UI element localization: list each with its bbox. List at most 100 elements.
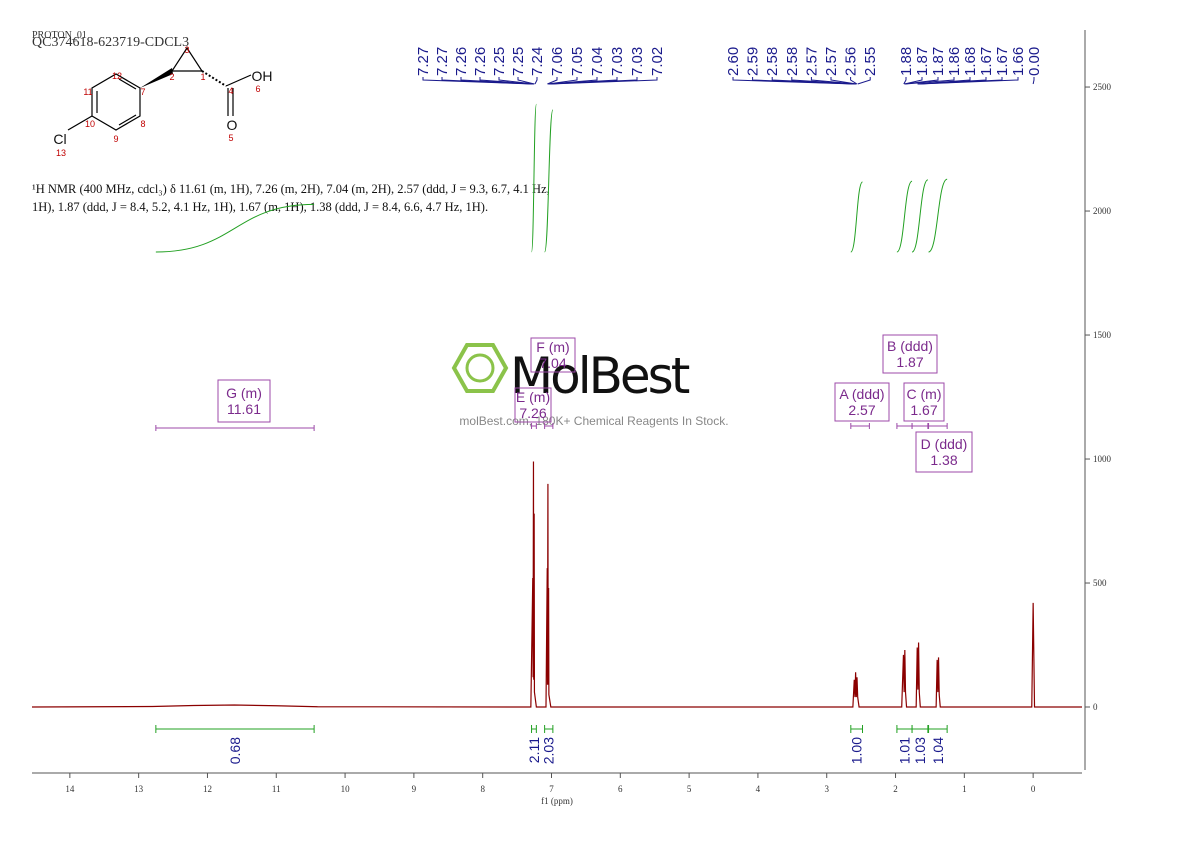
atom-label: 12 [112, 71, 122, 81]
integral-curve [896, 180, 913, 253]
atom-label: 6 [255, 84, 260, 94]
double-bond [118, 78, 137, 90]
atom-label: O [227, 117, 238, 133]
peak-leader [810, 77, 857, 85]
multiplet-shift: 7.26 [519, 405, 546, 421]
peak-label: 7.26 [472, 47, 489, 76]
wedge-bond [140, 68, 173, 88]
multiplet-box [530, 337, 576, 373]
peak-label: 2.56 [843, 47, 860, 76]
integral-bracket [928, 725, 948, 733]
integral-bracket [531, 725, 537, 733]
bond [225, 74, 252, 87]
y-tick-label: 1500 [1093, 330, 1112, 340]
atom-label: 3 [184, 45, 189, 55]
peak-label: 2.55 [862, 47, 879, 76]
integral-label: 1.01 [896, 737, 912, 764]
multiplet-shift: 11.61 [227, 401, 261, 417]
integral-label: 1.00 [849, 737, 865, 764]
integral-curve [911, 179, 929, 253]
multiplet-shift: 1.87 [896, 354, 923, 370]
peak-label: 7.26 [453, 47, 470, 76]
peak-label: 1.67 [994, 47, 1011, 76]
peak-leader [479, 77, 534, 85]
multiplet-range [155, 425, 315, 431]
multiplet-name: C (m) [907, 386, 942, 402]
multiplet-name: A (ddd) [839, 386, 884, 402]
integral-bracket [896, 725, 913, 733]
y-tick-label: 1000 [1093, 454, 1112, 464]
atom-label: 9 [113, 134, 118, 144]
integral-curve [531, 103, 537, 253]
multiplet-range [896, 423, 913, 429]
x-tick-label: 11 [272, 784, 281, 794]
x-tick-label: 2 [893, 784, 898, 794]
x-tick-label: 9 [412, 784, 417, 794]
multiplet-name: G (m) [226, 385, 262, 401]
peak-label: 0.00 [1026, 47, 1043, 76]
peak-label: 2.60 [725, 47, 742, 76]
multiplet-name: D (ddd) [921, 436, 968, 452]
peak-label: 7.05 [569, 47, 586, 76]
multiplet-box [514, 387, 552, 423]
x-tick-label: 12 [203, 784, 212, 794]
multiplet-range [850, 423, 870, 429]
cyclopropane [170, 46, 204, 72]
integral-label: 1.03 [912, 737, 928, 764]
watermark-logo-icon [451, 343, 509, 393]
watermark-logo: MolBest [510, 347, 690, 405]
peak-label: 2.58 [784, 47, 801, 76]
integral-label: 2.11 [526, 737, 542, 763]
peak-leader [534, 77, 538, 85]
integral-bracket [155, 725, 315, 733]
peak-leader [903, 77, 907, 85]
peak-leader [547, 77, 578, 85]
peak-leader [857, 77, 871, 85]
multiplet-shift: 1.67 [910, 402, 937, 418]
atom-label: Cl [53, 131, 66, 147]
double-bond [118, 114, 137, 126]
peak-label: 1.87 [914, 47, 931, 76]
peak-label: 7.06 [549, 47, 566, 76]
benzene-ring [91, 73, 141, 131]
multiplet-box [217, 379, 271, 423]
multiplet-box [834, 382, 890, 422]
peak-label: 2.57 [823, 47, 840, 76]
integral-label: 1.04 [930, 737, 946, 764]
multiplet-shift: 1.38 [930, 452, 957, 468]
peak-label: 1.67 [978, 47, 995, 76]
peak-label: 2.58 [764, 47, 781, 76]
multiplet-range [928, 423, 948, 429]
integral-curve [850, 181, 863, 253]
atom-label: 7 [140, 87, 145, 97]
peak-leader [547, 77, 558, 85]
peak-label: 1.86 [946, 47, 963, 76]
y-tick-label: 500 [1093, 578, 1107, 588]
x-tick-label: 8 [480, 784, 485, 794]
multiplet-box [903, 382, 945, 422]
spectrum-line [31, 461, 1082, 708]
y-tick-label: 2000 [1093, 206, 1112, 216]
integral-curve [155, 203, 315, 253]
peak-label: 1.66 [1010, 47, 1027, 76]
integral-curve [928, 178, 948, 253]
multiplet-shift: 7.04 [539, 355, 566, 371]
x-tick-label: 7 [549, 784, 554, 794]
logo-hexagon [451, 343, 509, 393]
integral-bracket [911, 725, 929, 733]
peak-leader [850, 77, 858, 85]
integral-label: 2.03 [541, 737, 557, 764]
atom-label: 10 [85, 119, 95, 129]
nmr-description: ¹H NMR (400 MHz, cdcl₃) δ 11.61 (m, 1H),… [32, 182, 550, 196]
multiplet-name: E (m) [516, 389, 550, 405]
integral-label: 0.68 [227, 737, 243, 764]
atom-label: 4 [228, 86, 233, 96]
x-tick-label: 13 [134, 784, 144, 794]
peak-label: 7.02 [649, 47, 666, 76]
atom-label: 1 [200, 72, 205, 82]
peak-label: 7.27 [434, 47, 451, 76]
peak-label: 7.04 [589, 47, 606, 76]
x-tick-label: 3 [824, 784, 829, 794]
multiplet-shift: 2.57 [848, 402, 875, 418]
peak-label: 1.88 [898, 47, 915, 76]
